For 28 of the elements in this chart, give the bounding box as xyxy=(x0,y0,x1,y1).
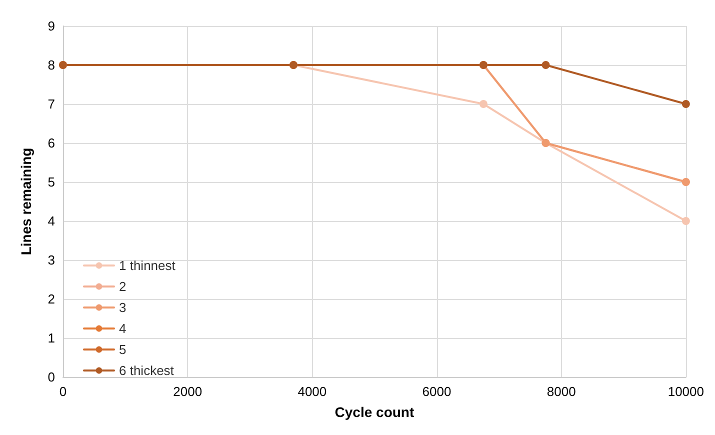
y-tick-label: 0 xyxy=(48,370,55,384)
y-tick-label: 8 xyxy=(48,58,55,72)
legend-label: 6 thickest xyxy=(119,363,174,378)
x-tick-label: 8000 xyxy=(546,384,576,399)
legend-label: 4 xyxy=(119,321,126,336)
y-tick-label: 9 xyxy=(48,18,55,34)
y-axis-title: Lines remaining xyxy=(18,148,34,256)
x-tick-label: 10000 xyxy=(668,384,704,399)
y-tick-label: 5 xyxy=(48,174,55,190)
y-tick-label: 4 xyxy=(48,214,55,228)
point xyxy=(479,100,488,108)
x-axis-title: Cycle count xyxy=(334,404,414,420)
y-tick-label: 1 xyxy=(48,330,55,346)
x-tick-label: 2000 xyxy=(173,384,202,399)
y-tick-label: 2 xyxy=(48,292,55,306)
legend-label: 2 xyxy=(119,279,126,294)
y-tick-label: 3 xyxy=(48,252,55,268)
legend-label: 3 xyxy=(119,300,126,315)
y-tick-label: 6 xyxy=(48,136,55,150)
legend-label: 5 xyxy=(119,342,126,357)
x-tick-label: 0 xyxy=(59,384,67,399)
point xyxy=(682,217,690,225)
point xyxy=(682,100,690,108)
y-tick-label: 7 xyxy=(48,96,55,112)
x-tick-label: 6000 xyxy=(422,384,452,399)
legend-label: 1 thinnest xyxy=(119,258,176,273)
point xyxy=(542,61,550,69)
x-tick-label: 4000 xyxy=(298,384,327,399)
